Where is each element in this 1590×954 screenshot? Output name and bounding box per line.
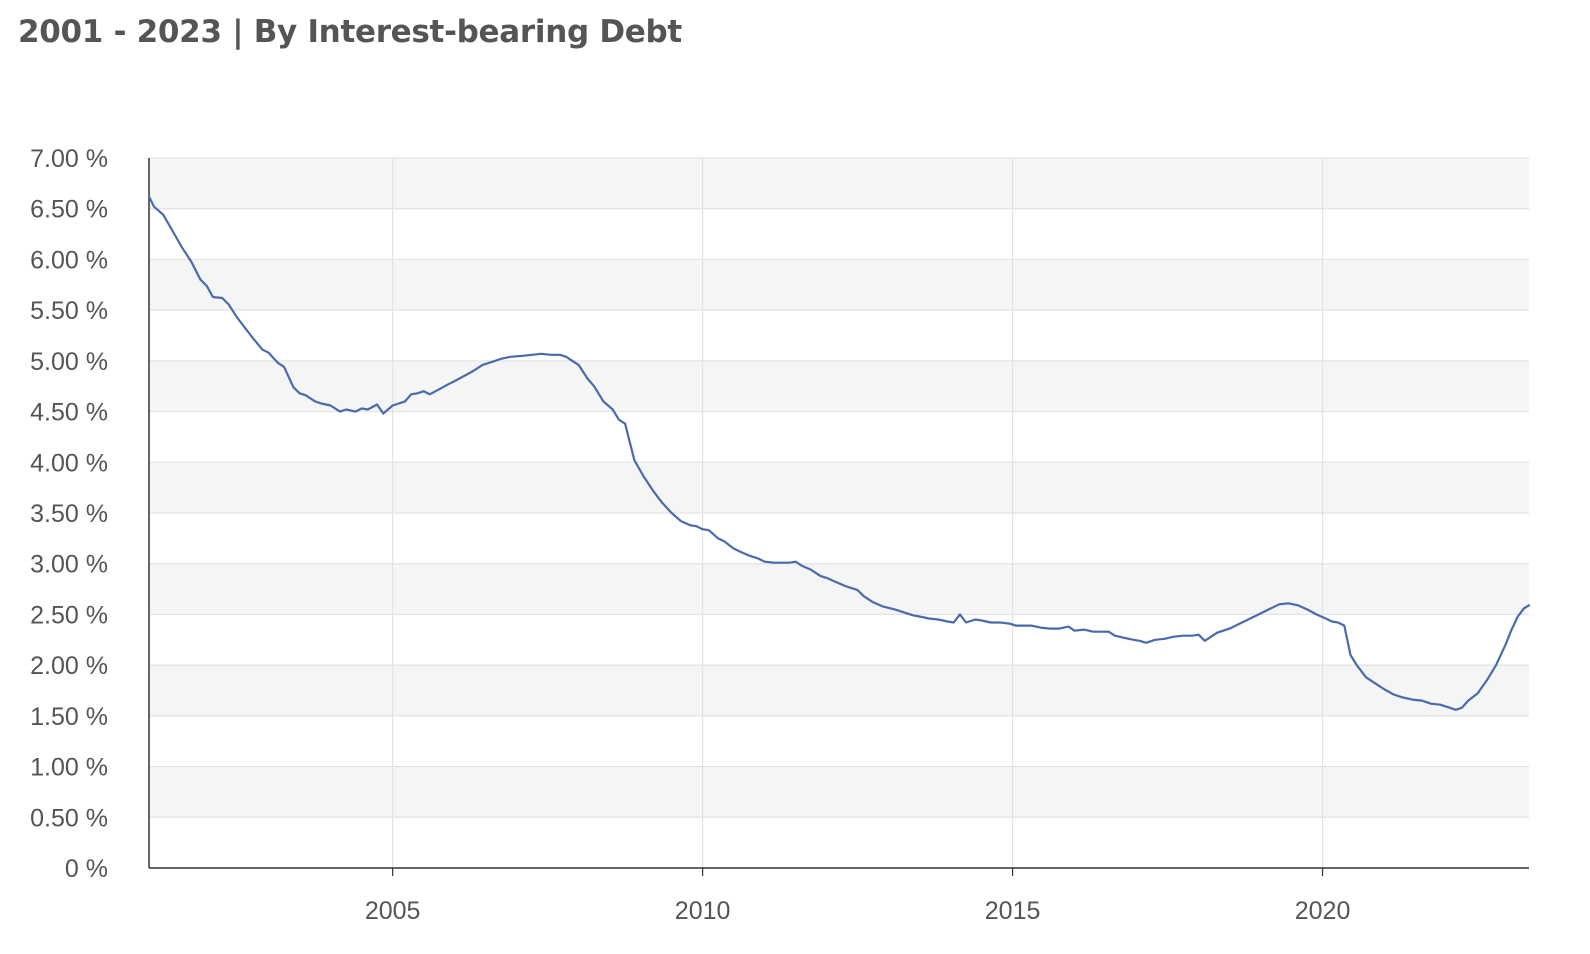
y-tick-label: 6.50 % bbox=[30, 196, 108, 224]
y-tick-label: 5.00 % bbox=[30, 348, 108, 376]
x-tick-label: 2020 bbox=[1295, 897, 1351, 925]
x-tick-label: 2015 bbox=[985, 897, 1041, 925]
x-tick-label: 2010 bbox=[675, 897, 731, 925]
background-band bbox=[149, 259, 1529, 311]
series-layer bbox=[147, 195, 1531, 711]
y-tick-label: 3.50 % bbox=[30, 500, 108, 528]
x-tick-labels: 2005 2010 2015 2020 bbox=[365, 897, 1351, 925]
axes bbox=[148, 158, 1529, 876]
background-band bbox=[149, 360, 1529, 412]
y-tick-label: 0.50 % bbox=[30, 804, 108, 832]
chart-title: 2001 - 2023 | By Interest-bearing Debt bbox=[18, 14, 682, 50]
background-bands bbox=[149, 158, 1529, 818]
y-tick-label: 1.50 % bbox=[30, 703, 108, 731]
y-tick-labels: 0 % 0.50 % 1.00 % 1.50 % 2.00 % 2.50 % 3.00 % 3… bbox=[30, 145, 108, 883]
y-tick-label: 3.00 % bbox=[30, 551, 108, 579]
background-band bbox=[149, 665, 1529, 716]
background-band bbox=[149, 462, 1529, 513]
background-band bbox=[149, 158, 1529, 209]
y-tick-label: 4.00 % bbox=[30, 449, 108, 477]
y-tick-label: 2.50 % bbox=[30, 601, 108, 629]
background-band bbox=[149, 766, 1529, 818]
gridlines bbox=[149, 157, 1529, 868]
y-tick-label: 5.50 % bbox=[30, 297, 108, 325]
y-tick-label: 4.50 % bbox=[30, 399, 108, 427]
x-tick-label: 2005 bbox=[365, 897, 421, 925]
series-line bbox=[147, 195, 1531, 711]
y-tick-label: 6.00 % bbox=[30, 246, 108, 274]
y-tick-label: 7.00 % bbox=[30, 145, 108, 173]
y-tick-label: 0 % bbox=[65, 855, 108, 883]
y-tick-label: 1.00 % bbox=[30, 754, 108, 782]
y-tick-label: 2.00 % bbox=[30, 652, 108, 680]
